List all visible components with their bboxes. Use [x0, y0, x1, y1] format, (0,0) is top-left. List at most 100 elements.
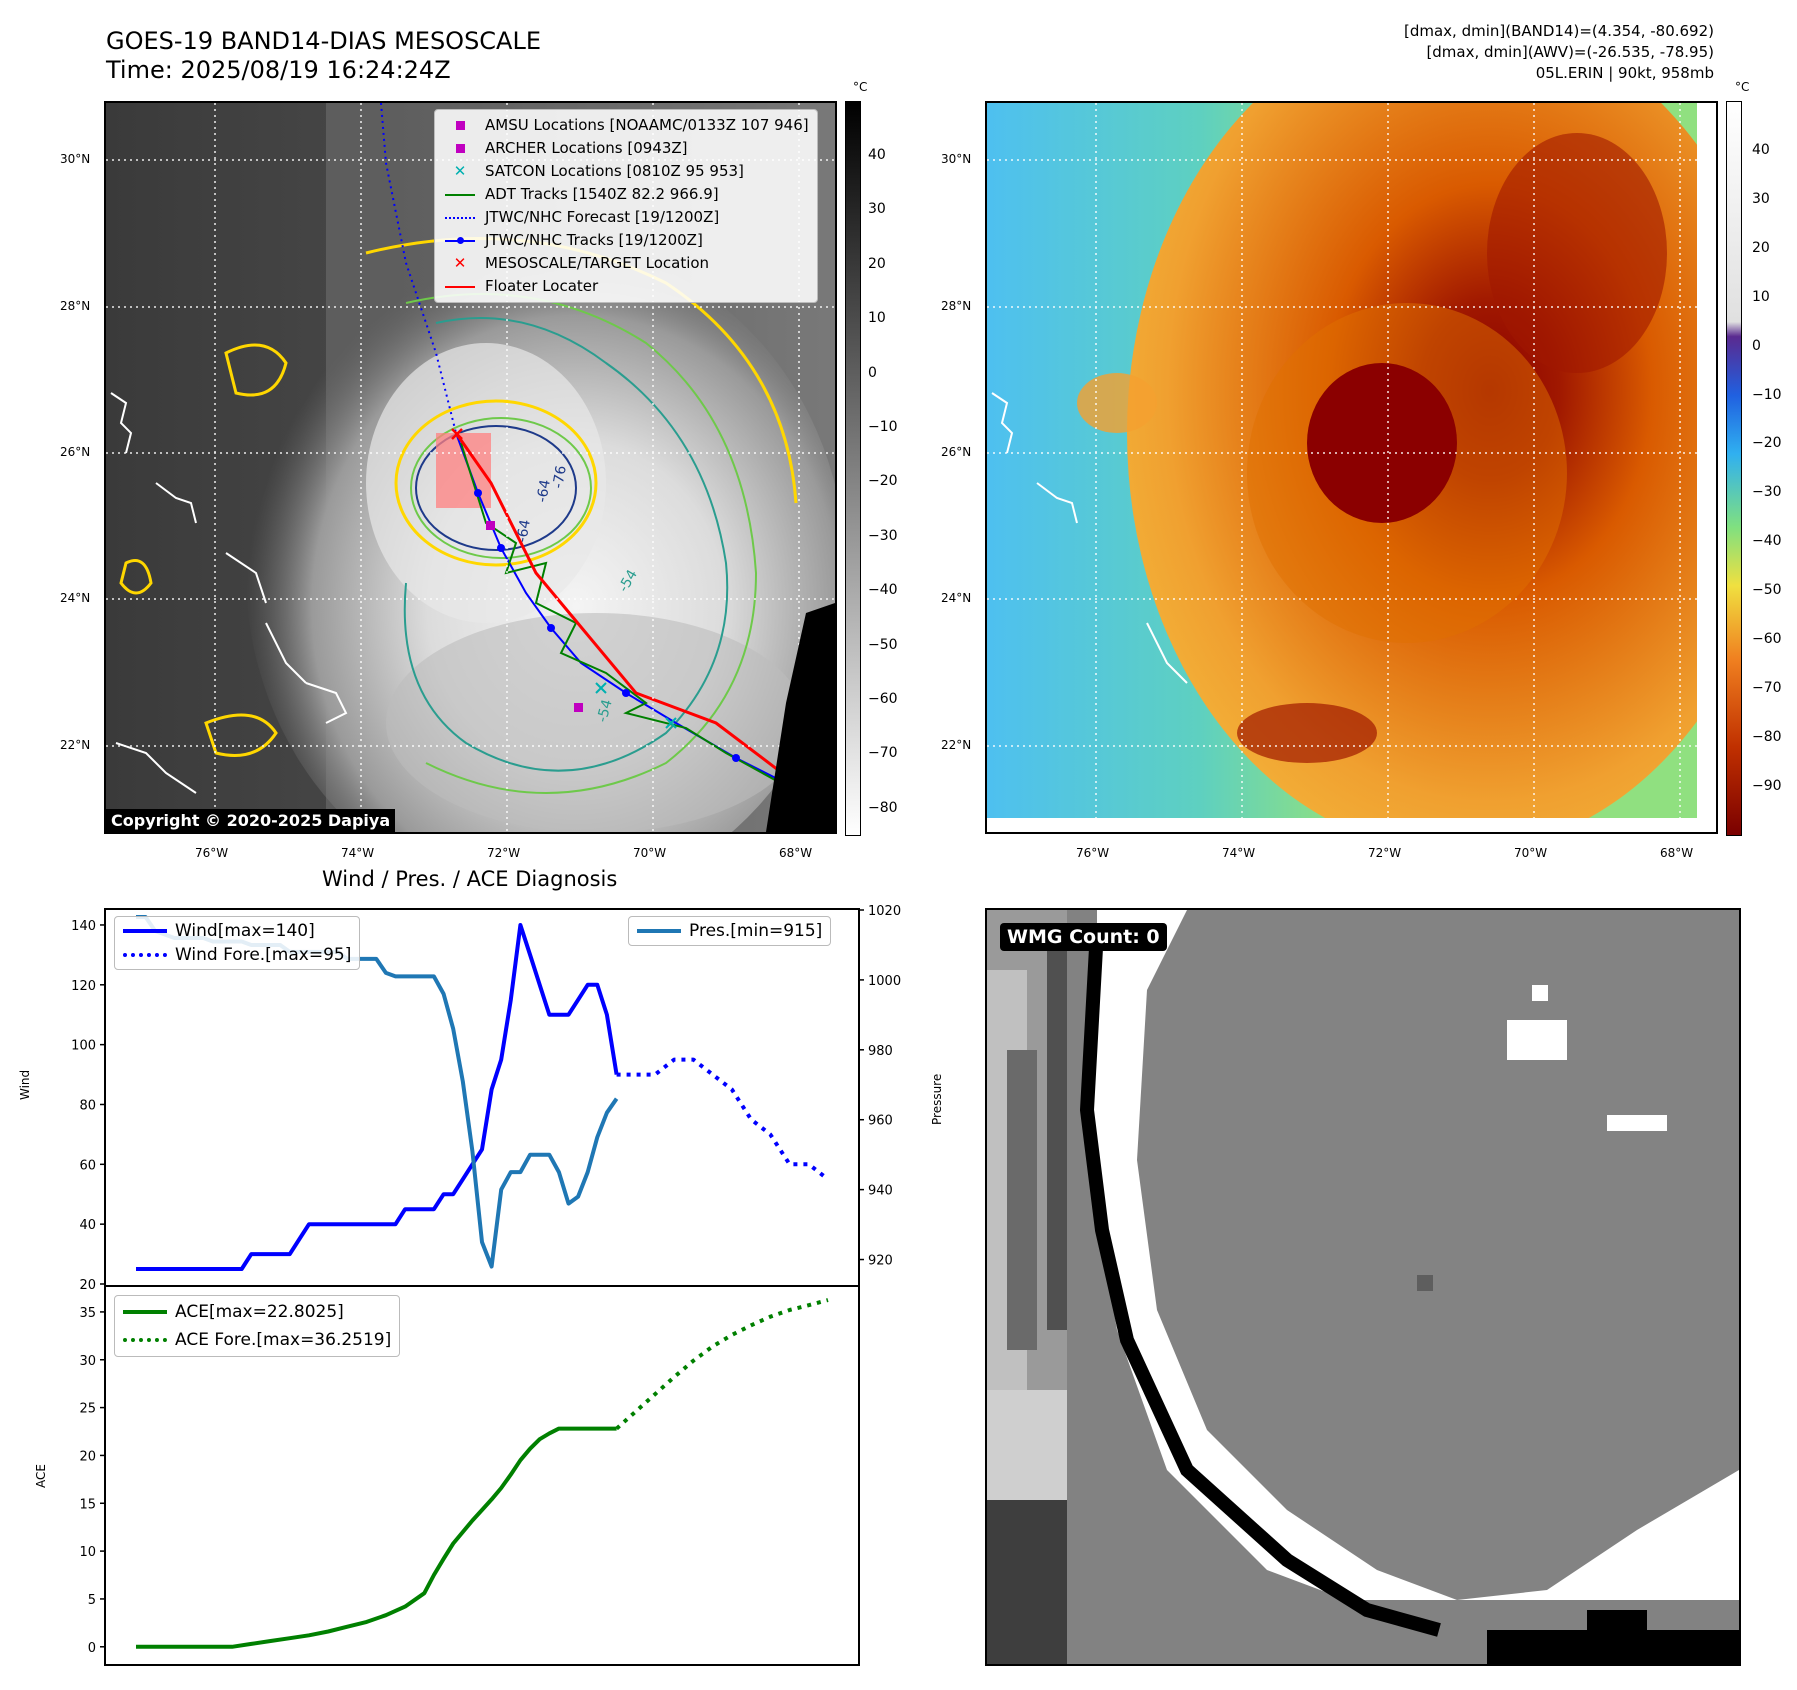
- ace-tick-label: 35: [79, 1306, 96, 1321]
- contour-label: -64: [534, 478, 554, 503]
- lon-tick: 68°W: [779, 846, 813, 860]
- legend-label: AMSU Locations [NOAAMC/0133Z 107 946]: [485, 116, 809, 134]
- square-marker-icon: [455, 121, 465, 130]
- lat-tick: 22°N: [60, 738, 91, 752]
- ir-colorbar-tick: −30: [868, 527, 898, 544]
- lat-tick: 28°N: [60, 299, 91, 313]
- pressure-legend: Pres.[min=915]: [628, 916, 832, 946]
- contour-label: -64: [514, 518, 534, 543]
- diagnosis-title: Wind / Pres. / ACE Diagnosis: [322, 867, 618, 891]
- lat-tick: 24°N: [941, 591, 972, 605]
- wind-tick-label: 100: [71, 1039, 96, 1054]
- wmg-image: [987, 910, 1739, 1664]
- ir-colorbar-tick: −50: [868, 636, 898, 653]
- ir-colorbar-tick: 30: [868, 201, 886, 218]
- lon-tick: 76°W: [1076, 846, 1110, 860]
- wind-axis-label: Wind: [18, 1069, 32, 1100]
- lat-tick: 26°N: [941, 445, 972, 459]
- legend-item-floater: Floater Locater: [443, 275, 809, 298]
- awv-colorbar-tick: −10: [1752, 386, 1782, 403]
- aceseries-line: [136, 1426, 617, 1649]
- lat-tick: 24°N: [60, 591, 91, 605]
- legend-label: ARCHER Locations [0943Z]: [485, 139, 688, 157]
- lon-tick: 70°W: [633, 846, 667, 860]
- square-marker-icon: [455, 144, 465, 153]
- copyright-label: Copyright © 2020-2025 Dapiya: [106, 809, 396, 832]
- awv-colorbar-tick: 0: [1752, 337, 1761, 354]
- pressure-tick-label: 1020: [868, 904, 901, 919]
- awv-colorbar-tick: −90: [1752, 777, 1782, 794]
- solid-line-icon: [445, 193, 475, 196]
- legend-label: Wind[max=140]: [175, 921, 315, 941]
- dotted-line-icon: [123, 953, 167, 957]
- awv-colorbar: [1726, 101, 1742, 836]
- dmax-dmin-awv: [dmax, dmin](AWV)=(-26.535, -78.95): [1426, 43, 1714, 61]
- diagnosis-divider: [104, 1285, 860, 1287]
- lon-tick: 70°W: [1514, 846, 1548, 860]
- legend-label: JTWC/NHC Tracks [19/1200Z]: [485, 231, 703, 249]
- figure-title: GOES-19 BAND14-DIAS MESOSCALE: [106, 27, 542, 55]
- ir-colorbar-tick: −60: [868, 691, 898, 707]
- ace-tick-label: 20: [79, 1449, 96, 1464]
- awv-colorbar-tick: −60: [1752, 631, 1782, 647]
- awv-colorbar-tick: −20: [1752, 435, 1782, 452]
- pressure-tick-label: 1000: [868, 974, 901, 989]
- legend-item-wind: Wind[max=140]: [123, 919, 351, 943]
- storm-info: 05L.ERIN | 90kt, 958mb: [1535, 64, 1714, 82]
- legend-item-adt: ADT Tracks [1540Z 82.2 966.9]: [443, 183, 809, 206]
- windseries-line: [136, 923, 619, 1271]
- ace-axis-label: ACE: [34, 1464, 48, 1488]
- legend-item-mesoscale: ✕ MESOSCALE/TARGET Location: [443, 252, 809, 275]
- ir-colorbar-tick: −80: [868, 799, 898, 816]
- ace-tick-label: 25: [79, 1402, 96, 1417]
- figure-time: Time: 2025/08/19 16:24:24Z: [106, 56, 451, 84]
- awv-colorbar-tick: −70: [1752, 679, 1782, 696]
- pressure-tick-label: 960: [868, 1114, 893, 1129]
- legend-item-amsu: AMSU Locations [NOAAMC/0133Z 107 946]: [443, 114, 809, 137]
- diagnosis-frame: [104, 908, 860, 1666]
- legend-label: MESOSCALE/TARGET Location: [485, 254, 710, 272]
- awv-colorbar-tick: 30: [1752, 190, 1770, 207]
- ir-colorbar-tick: 10: [868, 310, 886, 327]
- solid-line-icon: [123, 1310, 167, 1314]
- awv-colorbar-unit: °C: [1735, 80, 1750, 94]
- ir-colorbar-tick: −40: [868, 582, 898, 599]
- awv-map-panel: [985, 101, 1718, 834]
- solid-line-icon: [123, 929, 167, 933]
- solid-line-icon: [637, 929, 681, 933]
- ace-tick-label: 5: [88, 1593, 96, 1608]
- legend-item-pressure: Pres.[min=915]: [637, 919, 822, 943]
- line-dot-icon: [445, 236, 475, 244]
- legend-label: SATCON Locations [0810Z 95 953]: [485, 162, 744, 180]
- ace-tick-label: 10: [79, 1545, 96, 1560]
- wind-tick-label: 60: [79, 1158, 96, 1173]
- awv-colorbar-tick: 40: [1752, 142, 1770, 158]
- wmg-panel: WMG Count: 0: [985, 908, 1741, 1666]
- wmg-count-badge: WMG Count: 0: [1000, 923, 1167, 951]
- dotted-line-icon: [123, 1338, 167, 1342]
- pressure-axis-label: Pressure: [930, 1073, 944, 1125]
- legend-item-archer: ARCHER Locations [0943Z]: [443, 137, 809, 160]
- contour-label: -76: [550, 464, 570, 489]
- wind-tick-label: 40: [79, 1218, 96, 1233]
- awv-colorbar-tick: −30: [1752, 484, 1782, 501]
- legend-item-tracks: JTWC/NHC Tracks [19/1200Z]: [443, 229, 809, 252]
- awv-colorbar-tick: 10: [1752, 288, 1770, 305]
- pressure-tick-label: 940: [868, 1184, 893, 1199]
- awv-colorbar-tick: −50: [1752, 582, 1782, 599]
- legend-item-forecast: JTWC/NHC Forecast [19/1200Z]: [443, 206, 809, 229]
- legend-label: Wind Fore.[max=95]: [175, 945, 352, 965]
- pressure-tick-label: 980: [868, 1044, 893, 1059]
- lon-tick: 72°W: [1368, 846, 1402, 860]
- awv-colorbar-tick: 20: [1752, 239, 1770, 256]
- legend-label: ACE[max=22.8025]: [175, 1302, 344, 1322]
- wind-tick-label: 20: [79, 1278, 96, 1293]
- ace-legend: ACE[max=22.8025] ACE Fore.[max=36.2519]: [114, 1295, 401, 1357]
- wind-tick-label: 140: [71, 919, 96, 934]
- x-marker-icon: ✕: [453, 254, 467, 272]
- wind-legend: Wind[max=140] Wind Fore.[max=95]: [114, 916, 361, 970]
- lat-tick: 26°N: [60, 445, 91, 459]
- ir-colorbar-unit: °C: [853, 80, 868, 94]
- contour-label: -54: [594, 698, 615, 724]
